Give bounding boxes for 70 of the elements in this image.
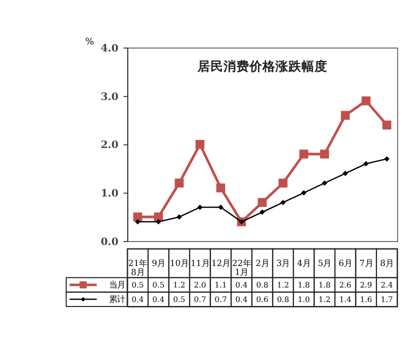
point (384, 156, 390, 162)
point (299, 150, 308, 159)
point (174, 178, 184, 188)
data-label: 0.8 (276, 294, 290, 304)
point (301, 190, 306, 196)
y-tick-label: 3.0 (100, 90, 118, 103)
x-tick-label: 10月 (170, 258, 189, 268)
point (216, 183, 226, 192)
data-label: 2.6 (339, 280, 352, 290)
x-tick-label: 3月 (276, 258, 290, 268)
x-tick-label: 9月 (152, 258, 166, 268)
data-label: 0.7 (194, 294, 206, 304)
data-label: 1.2 (173, 280, 186, 290)
data-label: 1.7 (380, 294, 394, 304)
y-tick-label: 1.0 (100, 188, 118, 200)
data-label: 0.7 (214, 294, 227, 304)
data-label: 0.4 (132, 294, 144, 304)
data-label: 2.9 (360, 280, 372, 290)
point (280, 200, 286, 206)
legend-label: 累计 (108, 294, 125, 304)
y-tick-label: 2.0 (100, 139, 118, 152)
point (340, 110, 350, 120)
data-label: 1.0 (298, 294, 310, 304)
point (258, 198, 267, 207)
data-label: 1.8 (298, 280, 310, 290)
point (342, 170, 348, 176)
point (176, 214, 182, 220)
data-label: 0.4 (152, 294, 165, 304)
data-label: 0.5 (173, 294, 186, 304)
x-tick-label: 7月 (359, 258, 373, 268)
x-tick-label: 2月 (256, 258, 269, 268)
x-tick-label: 21年8月 (128, 258, 148, 278)
data-label: 0.4 (235, 294, 248, 304)
data-label: 1.1 (214, 280, 227, 290)
data-label: 1.8 (318, 280, 331, 290)
point (363, 161, 369, 166)
x-tick-label: 5月 (318, 258, 332, 268)
point (218, 204, 224, 210)
data-label: 0.5 (152, 280, 165, 290)
data-label: 1.4 (339, 294, 352, 304)
data-label: 1.6 (360, 294, 372, 304)
point (322, 180, 328, 186)
legend-label: 当月 (108, 279, 125, 290)
y-tick-label: 0.0 (100, 236, 118, 248)
point (133, 212, 142, 222)
x-tick-label: 22年1月 (232, 258, 251, 278)
point (260, 209, 265, 215)
x-tick-label: 8月 (380, 258, 394, 268)
point (135, 219, 140, 224)
data-label: 0.5 (132, 280, 144, 290)
y-tick-label: 4.0 (100, 42, 118, 54)
data-label: 0.8 (256, 280, 268, 290)
data-label: 1.2 (318, 294, 331, 304)
x-tick-label: 12月 (211, 258, 230, 268)
x-tick-label: 6月 (338, 258, 352, 268)
x-tick-label: 4月 (297, 258, 310, 268)
point (382, 120, 392, 130)
data-label: 0.4 (235, 280, 248, 290)
point (156, 219, 162, 224)
point (278, 178, 288, 188)
point (320, 150, 329, 159)
data-label: 2.4 (380, 280, 394, 290)
y-axis-title: % (85, 36, 94, 48)
data-label: 0.6 (256, 294, 268, 304)
point (196, 140, 204, 149)
x-tick-label: 11月 (190, 258, 210, 268)
text: 居民消费价格涨跌幅度 (196, 58, 328, 75)
point (362, 96, 371, 106)
data-label: 1.2 (276, 280, 290, 290)
data-label: 2.0 (194, 280, 206, 290)
